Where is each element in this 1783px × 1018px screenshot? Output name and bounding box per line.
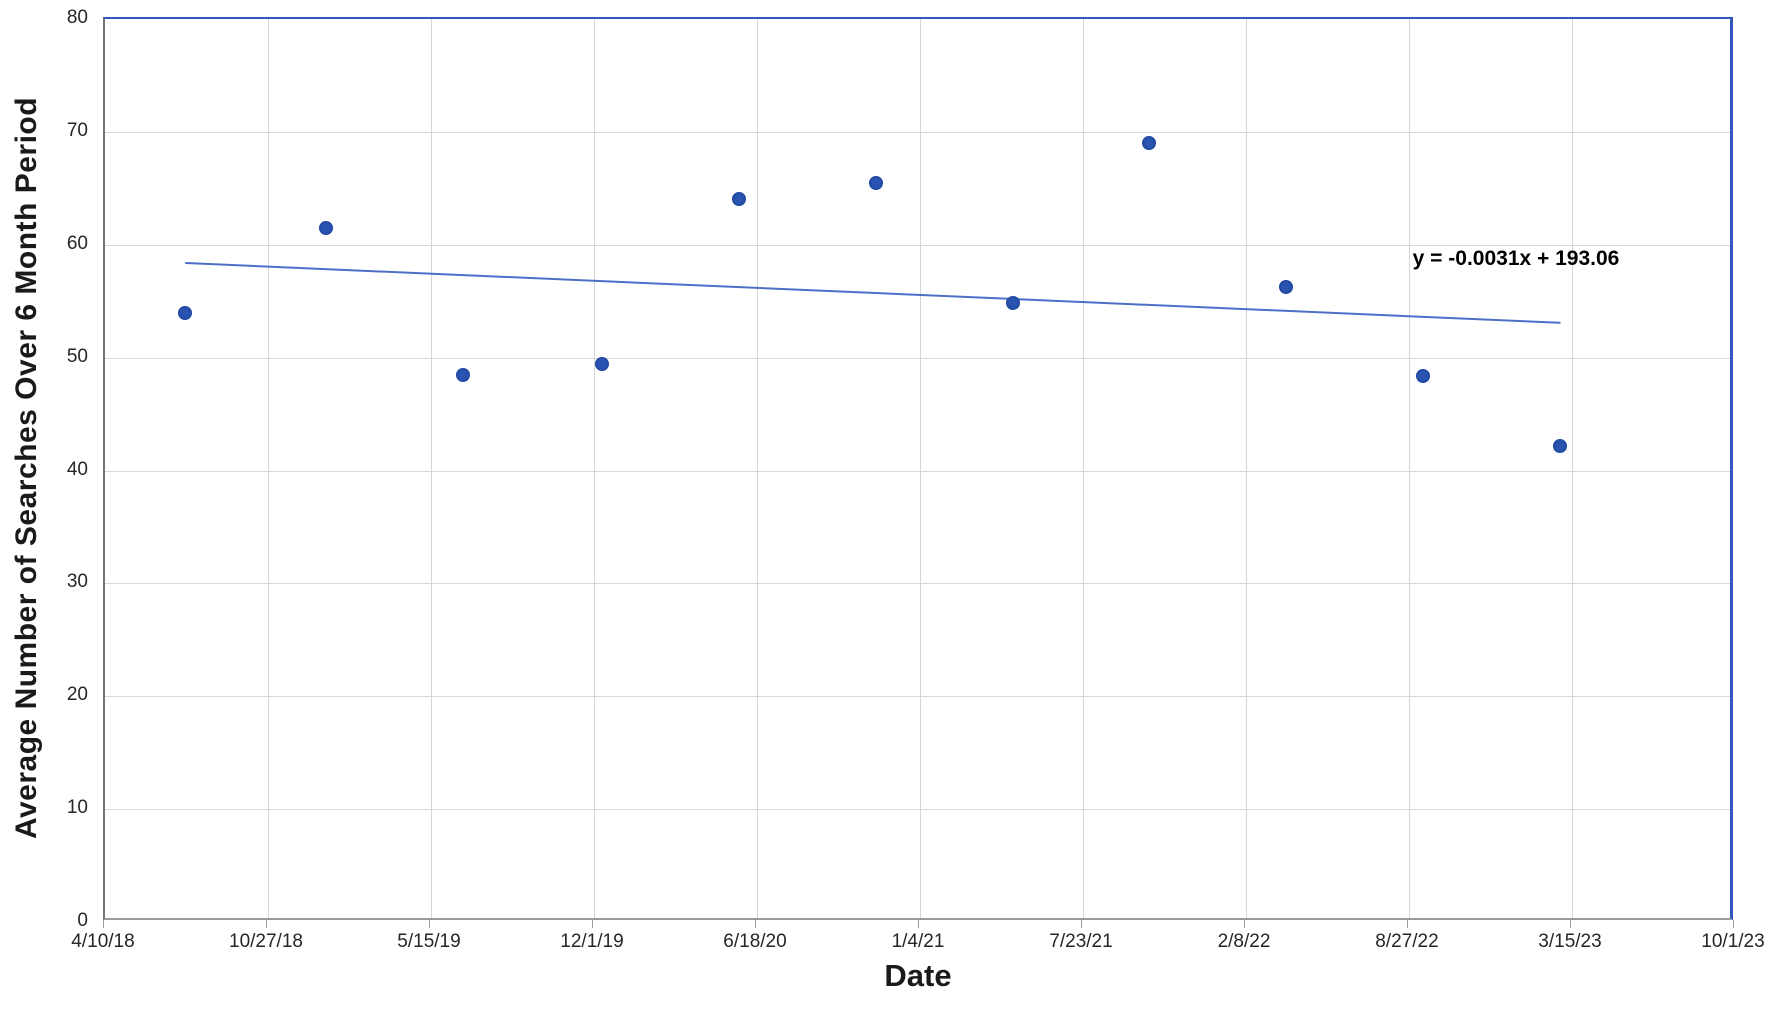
x-gridline [757,19,758,918]
x-tick-mark [1244,920,1245,928]
x-tick-label: 4/10/18 [71,931,135,952]
data-point [731,191,746,206]
y-tick-label: 80 [66,7,88,28]
x-tick-label: 3/15/23 [1538,931,1602,952]
data-point [177,305,192,320]
y-tick-label: 60 [66,232,88,254]
y-tick-label: 10 [66,797,88,819]
plot-area [103,17,1733,920]
x-tick-label: 2/8/22 [1217,931,1271,952]
x-gridline [594,19,595,918]
y-tick-label: 50 [66,345,88,367]
x-tick-mark [755,920,756,928]
x-tick-label: 7/23/21 [1049,931,1113,952]
x-tick-mark [1081,920,1082,928]
x-tick-label: 6/18/20 [723,931,787,952]
x-gridline [1572,19,1573,918]
x-tick-label: 1/4/21 [891,931,945,952]
x-axis-title: Date [884,958,952,993]
data-point [1279,279,1294,294]
x-tick-label: 10/1/23 [1701,931,1765,952]
x-gridline [1083,19,1084,918]
data-point [456,367,471,382]
x-gridline [920,19,921,918]
x-tick-mark [1570,920,1571,928]
y-tick-label: 0 [77,910,88,931]
y-gridline [105,357,1730,359]
x-tick-mark [918,920,919,928]
data-point [868,175,883,190]
y-gridline [105,470,1730,472]
y-tick-label: 70 [66,119,88,141]
y-tick-label: 40 [66,458,88,480]
y-gridline [105,809,1730,811]
x-gridline [1246,19,1247,918]
trendline-equation-label: y = -0.0031x + 193.06 [1412,247,1620,270]
x-tick-mark [592,920,593,928]
data-point [594,356,609,371]
y-gridline [105,696,1730,698]
x-tick-label: 5/15/19 [397,931,461,952]
data-point [1553,438,1568,453]
x-tick-label: 8/27/22 [1375,931,1439,952]
y-gridline [105,131,1730,133]
x-tick-mark [1407,920,1408,928]
x-gridline [431,19,432,918]
y-tick-label: 30 [66,571,88,593]
data-point [319,221,334,236]
x-tick-label: 10/27/18 [229,931,303,952]
y-gridline [105,244,1730,246]
data-point [1005,295,1020,310]
x-tick-mark [429,920,430,928]
x-tick-mark [266,920,267,928]
x-gridline [268,19,269,918]
x-tick-label: 12/1/19 [560,931,624,952]
x-tick-mark [1733,920,1734,928]
data-point [1142,136,1157,151]
y-gridline [105,583,1730,585]
y-tick-label: 20 [66,684,88,706]
x-gridline [1409,19,1410,918]
data-point [1416,368,1431,383]
x-tick-mark [103,920,104,928]
